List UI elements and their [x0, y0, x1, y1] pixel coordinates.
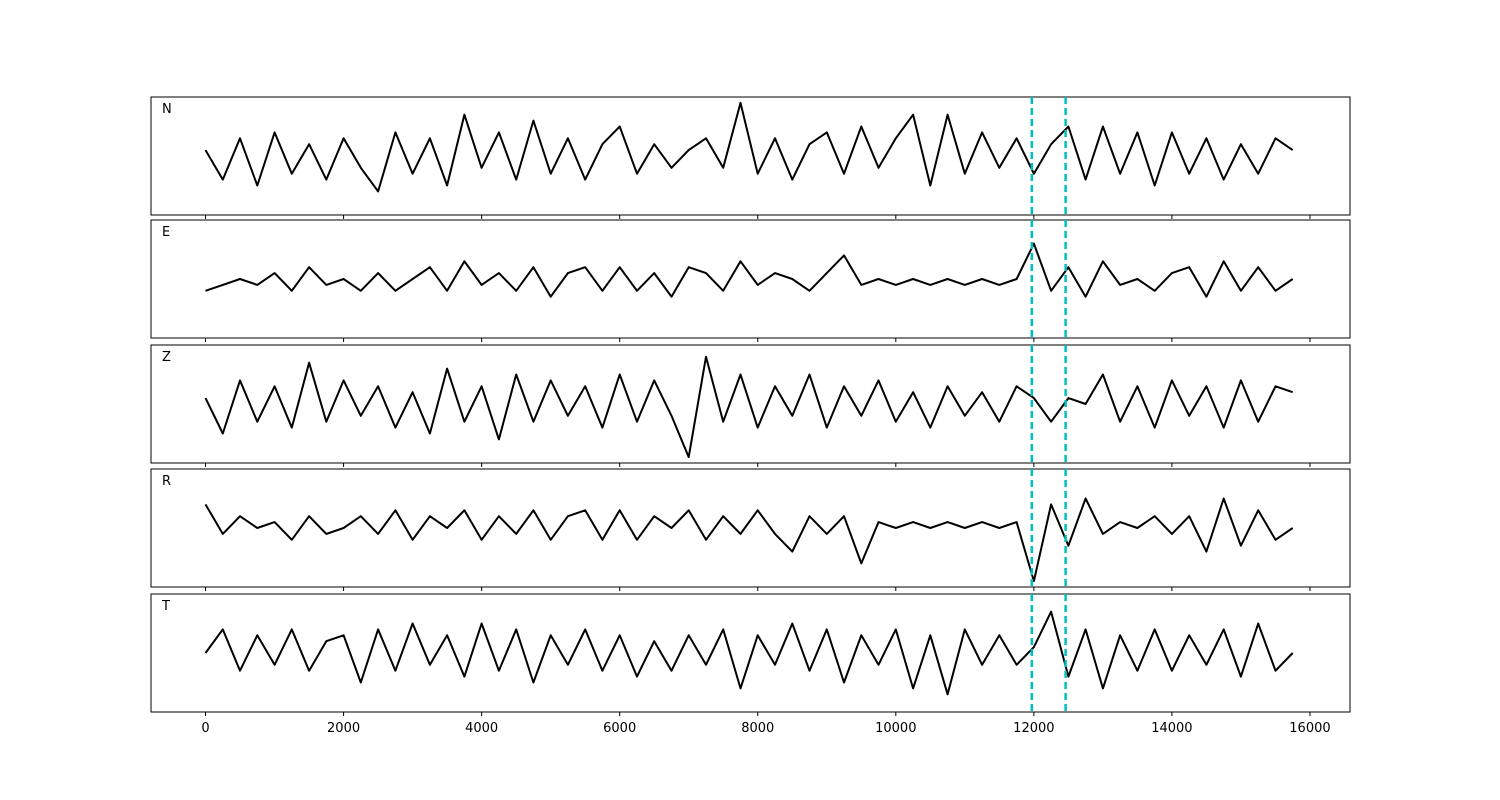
panel-label: E — [162, 225, 170, 240]
panel-label: R — [162, 474, 171, 489]
x-tick-label: 12000 — [1013, 721, 1054, 736]
waveform — [204, 610, 1294, 696]
axes-frame — [150, 96, 1351, 216]
x-tick-label: 8000 — [741, 721, 774, 736]
x-tick-label: 14000 — [1151, 721, 1192, 736]
waveform — [205, 242, 1294, 298]
x-tick-label: 16000 — [1289, 721, 1330, 736]
panel-label: Z — [162, 350, 171, 365]
x-tick-label: 0 — [201, 721, 209, 736]
waveform — [204, 355, 1294, 459]
x-tick-label: 4000 — [465, 721, 498, 736]
axes-frame — [150, 219, 1351, 339]
waveform — [204, 497, 1294, 583]
axes-frame — [150, 468, 1351, 588]
x-tick-label: 6000 — [603, 721, 636, 736]
axes-frame — [150, 593, 1351, 713]
axes-frame — [150, 344, 1351, 464]
x-tick-label: 2000 — [327, 721, 360, 736]
panel-label: N — [162, 102, 172, 117]
x-tick-label: 10000 — [875, 721, 916, 736]
waveform — [204, 101, 1294, 193]
panel-label: T — [161, 599, 170, 614]
